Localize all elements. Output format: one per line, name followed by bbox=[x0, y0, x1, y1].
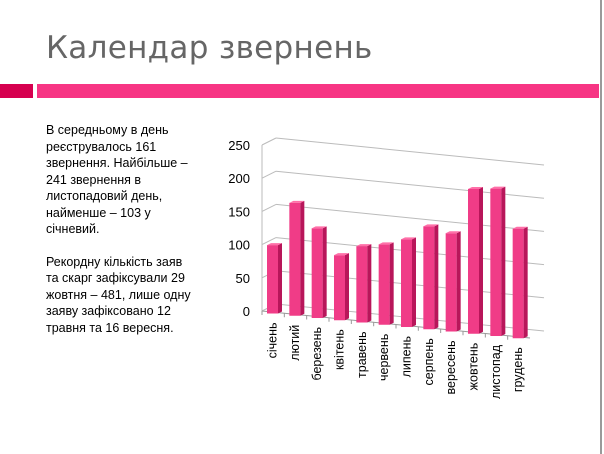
bar-side bbox=[434, 224, 439, 330]
gridline-side bbox=[261, 203, 277, 212]
bar-side bbox=[412, 237, 416, 328]
x-tick-label: грудень bbox=[511, 347, 525, 392]
bar-top bbox=[401, 237, 416, 240]
bar-side bbox=[389, 242, 394, 325]
y-tick-label: 250 bbox=[228, 138, 250, 153]
x-tick-label: серпень bbox=[422, 338, 436, 385]
bar-side bbox=[367, 244, 372, 323]
accent-bar bbox=[37, 84, 599, 98]
bar bbox=[267, 245, 278, 314]
accent-bar-left bbox=[0, 84, 33, 98]
bar-top bbox=[289, 200, 305, 203]
bar-top bbox=[334, 253, 349, 256]
bar-side bbox=[345, 253, 349, 321]
bar-side bbox=[322, 226, 327, 319]
paragraph-record: Рекордну кількість заяв та скарг зафіксу… bbox=[46, 254, 191, 335]
bar bbox=[445, 233, 457, 332]
gridline-side bbox=[261, 237, 277, 246]
bar-top bbox=[512, 226, 528, 229]
bar-side bbox=[479, 187, 483, 334]
bar bbox=[356, 246, 368, 323]
bar-top bbox=[468, 187, 483, 190]
bar bbox=[289, 202, 301, 316]
bar bbox=[423, 226, 435, 330]
bar-top bbox=[378, 242, 394, 245]
bar-top bbox=[267, 243, 282, 246]
y-tick-label: 50 bbox=[236, 271, 250, 286]
gridline-side bbox=[261, 170, 277, 179]
y-tick-label: 0 bbox=[243, 304, 250, 319]
x-tick-label: листопад bbox=[489, 344, 503, 399]
y-tick-label: 150 bbox=[228, 204, 250, 219]
y-tick-label: 200 bbox=[228, 171, 250, 186]
x-tick-label: червень bbox=[377, 334, 391, 381]
bar-top bbox=[356, 244, 372, 247]
x-tick-label: лютий bbox=[288, 325, 302, 361]
gridline-side bbox=[261, 137, 277, 146]
slide-title: Календар звернень bbox=[46, 30, 373, 66]
bar-side bbox=[523, 226, 528, 339]
bar bbox=[334, 255, 345, 321]
x-tick-label: липень bbox=[400, 336, 414, 377]
x-tick-label: вересень bbox=[444, 340, 458, 394]
bar-top bbox=[311, 226, 327, 229]
x-tick-label: жовтень bbox=[467, 343, 481, 391]
slide-border bbox=[600, 0, 602, 454]
bar bbox=[311, 228, 323, 319]
bar-side bbox=[300, 200, 305, 316]
gridline bbox=[275, 137, 545, 166]
y-tick-label: 100 bbox=[228, 238, 250, 253]
bar-side bbox=[456, 231, 461, 332]
bar bbox=[378, 244, 390, 325]
x-tick-label: січень bbox=[266, 322, 280, 358]
bar-side bbox=[278, 243, 282, 314]
paragraph-average: В середньому в день реєструвалось 161 зв… bbox=[46, 123, 188, 236]
bar-side bbox=[501, 186, 506, 337]
x-tick-label: травень bbox=[355, 331, 369, 378]
bar-top bbox=[445, 231, 461, 234]
x-tick-label: квітень bbox=[333, 329, 347, 370]
bar-top bbox=[423, 224, 439, 227]
x-tick-label: березень bbox=[310, 327, 324, 381]
bar-top bbox=[490, 186, 506, 189]
bar bbox=[490, 188, 502, 337]
bar bbox=[468, 189, 479, 334]
bar bbox=[512, 228, 524, 339]
slide-text: В середньому в день реєструвалось 161 зв… bbox=[46, 122, 196, 352]
bar bbox=[401, 239, 412, 328]
